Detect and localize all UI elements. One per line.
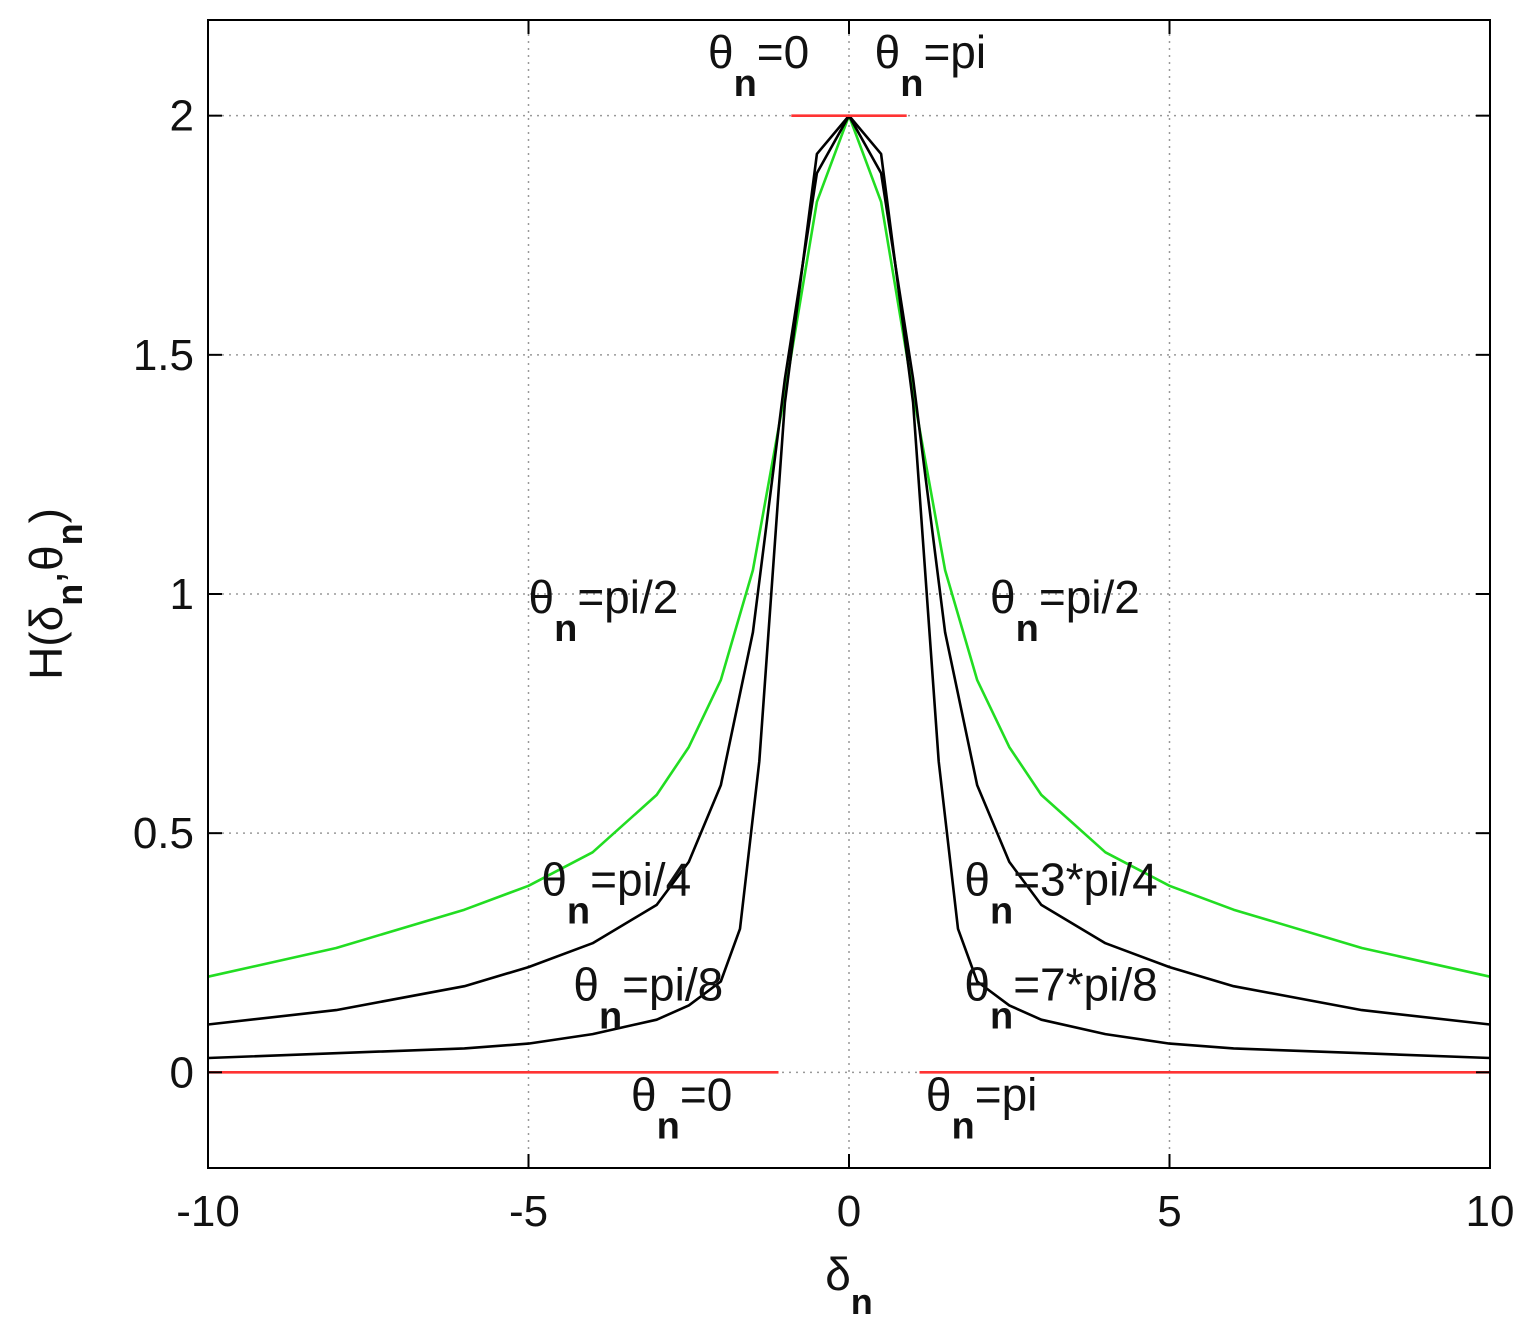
annotation-value: =0 <box>757 26 809 78</box>
annotation-value: =pi/4 <box>590 853 691 905</box>
series-layer <box>207 114 1491 1074</box>
y-axis-label: H(δn,θn) <box>20 508 90 680</box>
y-tick-label: 1.5 <box>133 331 194 380</box>
x-tick-label: 5 <box>1157 1187 1181 1236</box>
annotation-5: θn=pi/4 <box>541 853 691 932</box>
annotation-subscript: n <box>599 996 622 1038</box>
annotation-symbol: θ <box>964 959 990 1011</box>
annotation-1: θn=0 <box>708 26 809 105</box>
y-axis-label-prefix: H(δ <box>20 606 72 680</box>
y-tick-label: 0 <box>170 1048 194 1097</box>
annotation-subscript: n <box>554 608 577 650</box>
annotation-9: θn=0 <box>631 1069 732 1148</box>
annotation-3: θn=pi/2 <box>529 571 679 650</box>
annotation-value: =pi <box>923 26 986 78</box>
annotation-2: θn=pi <box>875 26 986 105</box>
annotation-7: θn=pi/8 <box>573 959 723 1038</box>
annotation-subscript: n <box>567 890 590 932</box>
annotation-subscript: n <box>990 996 1013 1038</box>
annotation-symbol: θ <box>573 959 599 1011</box>
x-tick-label: -5 <box>509 1187 548 1236</box>
y-tick-label: 2 <box>170 92 194 141</box>
grid <box>207 20 1491 1168</box>
annotation-subscript: n <box>657 1106 680 1148</box>
annotation-6: θn=3*pi/4 <box>964 853 1157 932</box>
annotation-value: =0 <box>680 1069 732 1121</box>
annotation-symbol: θ <box>875 26 901 78</box>
x-axis-label-main: δ <box>825 1248 851 1300</box>
annotation-symbol: θ <box>631 1069 657 1121</box>
x-axis-label: δn <box>825 1248 873 1322</box>
annotation-symbol: θ <box>529 571 555 623</box>
y-axis-label-mid: ,θ <box>20 545 72 583</box>
annotation-symbol: θ <box>708 26 734 78</box>
annotation-symbol: θ <box>541 853 567 905</box>
annotation-value: =7*pi/8 <box>1013 959 1158 1011</box>
annotation-value: =pi/8 <box>622 959 723 1011</box>
annotation-value: =3*pi/4 <box>1013 853 1158 905</box>
x-tick-label: -10 <box>176 1187 240 1236</box>
annotation-value: =pi/2 <box>577 571 678 623</box>
x-axis-label-sub: n <box>851 1281 873 1322</box>
annotation-subscript: n <box>734 63 757 105</box>
y-tick-label: 0.5 <box>133 809 194 858</box>
x-tick-label: 0 <box>837 1187 861 1236</box>
y-axis-label-suffix: ) <box>20 508 72 523</box>
annotation-subscript: n <box>1016 608 1039 650</box>
annotation-symbol: θ <box>990 571 1016 623</box>
annotation-symbol: θ <box>926 1069 952 1121</box>
y-tick-label: 1 <box>170 570 194 619</box>
annotation-subscript: n <box>900 63 923 105</box>
annotation-10: θn=pi <box>926 1069 1037 1148</box>
annotation-symbol: θ <box>964 853 990 905</box>
ticks: -10 -5 0 5 10 0 0.5 1 1.5 2 <box>133 20 1515 1236</box>
annotation-8: θn=7*pi/8 <box>964 959 1157 1038</box>
annotation-subscript: n <box>952 1106 975 1148</box>
annotation-subscript: n <box>990 890 1013 932</box>
y-axis-label-sub1: n <box>49 584 90 606</box>
annotation-4: θn=pi/2 <box>990 571 1140 650</box>
annotation-value: =pi <box>975 1069 1038 1121</box>
y-axis-label-sub2: n <box>49 523 90 545</box>
x-tick-label: 10 <box>1466 1187 1515 1236</box>
annotation-value: =pi/2 <box>1039 571 1140 623</box>
